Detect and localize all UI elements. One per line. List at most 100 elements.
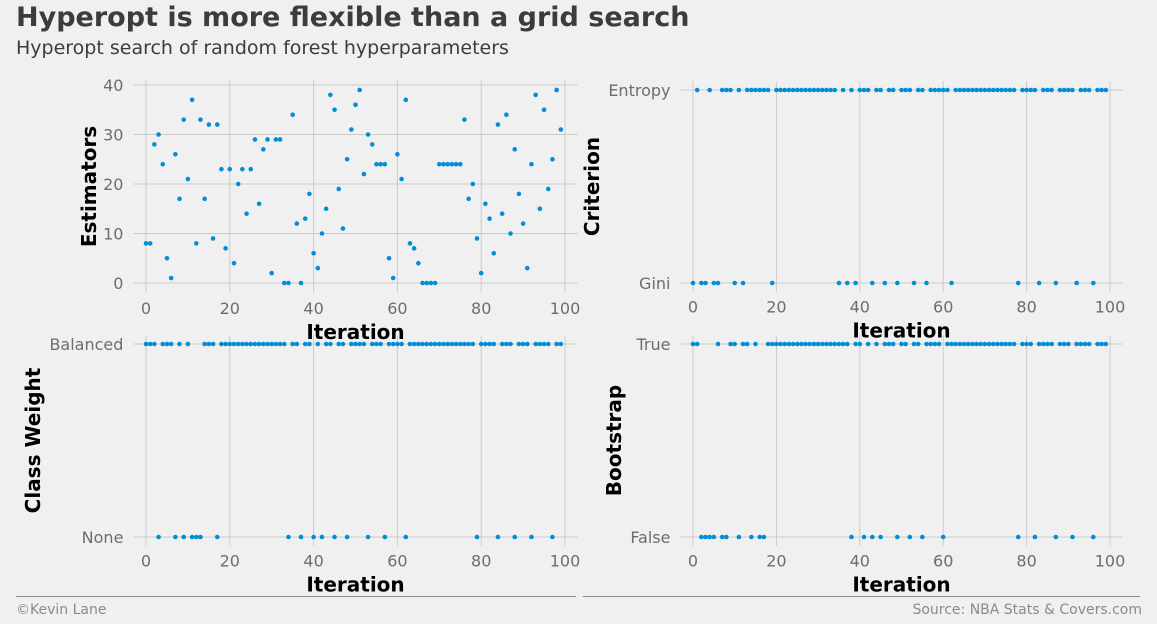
x-tick-label: 100: [1095, 298, 1126, 317]
data-point: [1020, 341, 1025, 347]
y-axis-label: Class Weight: [21, 367, 45, 513]
x-axis-label: Iteration: [852, 319, 950, 343]
data-point: [828, 87, 833, 93]
data-point: [386, 341, 392, 347]
data-point: [1053, 280, 1059, 286]
data-point: [437, 161, 442, 167]
data-point: [986, 341, 992, 347]
data-point: [541, 107, 547, 113]
data-point: [508, 341, 513, 347]
data-point: [273, 137, 279, 142]
data-point: [1061, 87, 1067, 93]
data-point: [357, 341, 362, 347]
data-point: [193, 534, 199, 540]
data-point: [990, 87, 996, 93]
data-point: [558, 341, 564, 347]
data-point: [332, 107, 337, 113]
data-point: [1015, 534, 1021, 540]
data-point: [690, 280, 696, 286]
data-point: [974, 87, 979, 93]
x-tick-label: 80: [1016, 298, 1036, 317]
data-point: [361, 171, 367, 177]
data-point: [265, 341, 270, 347]
data-point: [699, 534, 704, 540]
data-point: [1091, 280, 1096, 286]
data-point: [198, 117, 203, 122]
x-tick-label: 0: [688, 552, 698, 571]
data-point: [1040, 87, 1046, 93]
data-point: [198, 534, 203, 540]
data-point: [986, 87, 992, 93]
data-point: [803, 341, 808, 347]
data-point: [361, 341, 367, 347]
data-point: [478, 270, 484, 276]
data-point: [732, 280, 737, 286]
data-point: [744, 87, 750, 93]
data-point: [349, 341, 354, 347]
data-point: [432, 341, 438, 347]
x-tick-label: 20: [220, 552, 240, 571]
data-point: [1032, 534, 1038, 540]
data-point: [437, 341, 442, 347]
data-point: [411, 341, 417, 347]
y-tick-label: 20: [103, 175, 123, 194]
data-point: [890, 87, 896, 93]
data-point: [177, 341, 182, 347]
data-point: [441, 341, 446, 347]
data-point: [932, 87, 938, 93]
data-point: [328, 92, 333, 98]
x-tick-label: 80: [1016, 552, 1036, 571]
data-point: [694, 341, 700, 347]
data-point: [1007, 341, 1013, 347]
data-point: [491, 341, 497, 347]
data-point: [874, 87, 879, 93]
data-point: [457, 161, 463, 167]
data-point: [219, 341, 224, 347]
data-point: [424, 280, 430, 286]
y-tick-label: Gini: [639, 274, 670, 293]
x-tick-label: 20: [766, 298, 786, 317]
data-point: [978, 87, 984, 93]
data-point: [374, 341, 379, 347]
data-point: [844, 341, 850, 347]
data-point: [1074, 341, 1079, 347]
data-point: [206, 341, 212, 347]
data-point: [449, 341, 455, 347]
data-point: [836, 341, 842, 347]
data-point: [899, 87, 904, 93]
data-point: [168, 341, 174, 347]
data-point: [753, 87, 758, 93]
data-point: [832, 87, 838, 93]
data-point: [740, 341, 746, 347]
data-point: [895, 280, 900, 286]
data-point: [949, 341, 954, 347]
data-point: [828, 341, 833, 347]
data-point: [1020, 87, 1025, 93]
x-tick-label: 100: [550, 552, 581, 571]
data-point: [774, 87, 779, 93]
data-point: [281, 280, 287, 286]
data-point: [529, 534, 534, 540]
y-tick-label: 0: [113, 274, 123, 293]
data-point: [878, 87, 883, 93]
y-tick-label: None: [82, 528, 124, 547]
data-point: [932, 341, 938, 347]
data-point: [261, 147, 266, 152]
data-point: [840, 87, 846, 93]
data-point: [832, 341, 838, 347]
data-point: [920, 87, 925, 93]
data-point: [982, 87, 988, 93]
data-point: [378, 161, 383, 167]
data-point: [724, 87, 729, 93]
data-point: [886, 341, 892, 347]
data-point: [164, 255, 170, 261]
data-point: [882, 280, 888, 286]
data-point: [466, 341, 471, 347]
data-point: [545, 186, 551, 192]
data-point: [319, 231, 325, 236]
data-point: [761, 534, 767, 540]
data-point: [1015, 280, 1021, 286]
data-point: [736, 87, 742, 93]
data-point: [782, 87, 788, 93]
